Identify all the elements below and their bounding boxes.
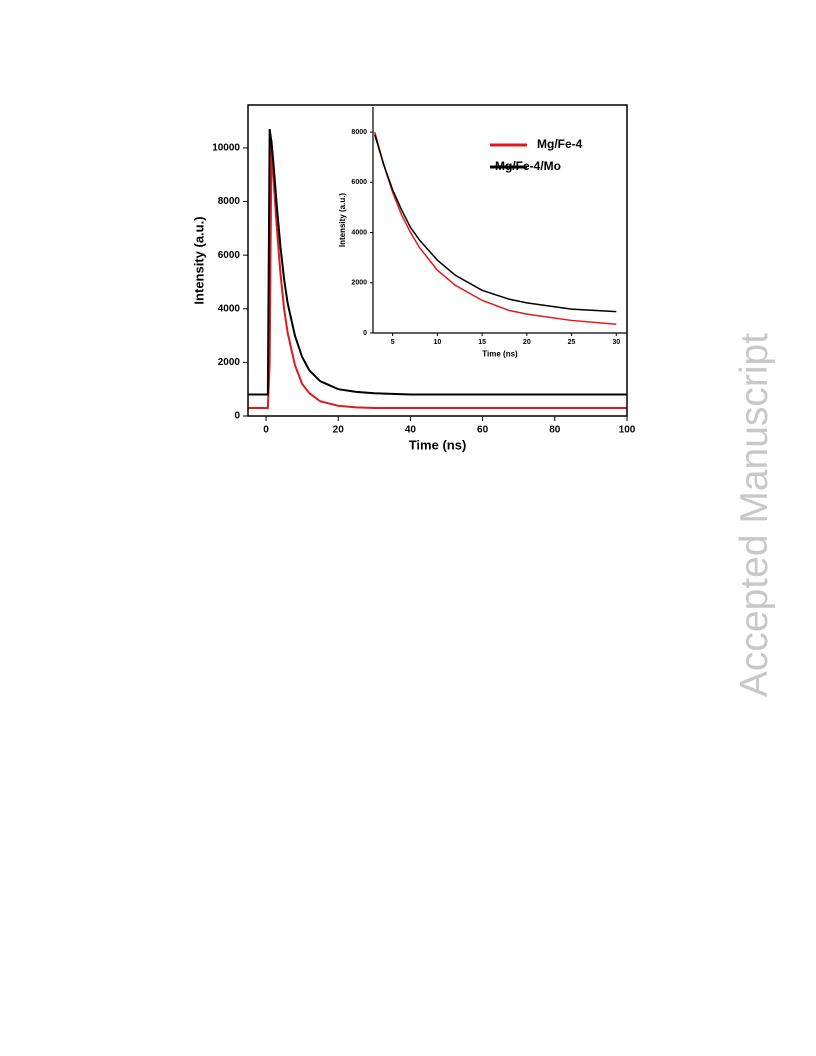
data-line bbox=[374, 134, 617, 313]
x-tick-label: 15 bbox=[478, 339, 486, 346]
y-tick-label: 8000 bbox=[218, 196, 241, 207]
legend-label: Mg/Fe-4/Mo bbox=[495, 159, 561, 173]
x-tick-label: 100 bbox=[619, 424, 636, 435]
x-tick-label: 5 bbox=[391, 339, 395, 346]
x-tick-label: 60 bbox=[477, 424, 489, 435]
data-line bbox=[374, 131, 617, 325]
x-tick-label: 20 bbox=[333, 424, 345, 435]
x-tick-label: 20 bbox=[523, 339, 531, 346]
legend-label: Mg/Fe-4 bbox=[537, 137, 583, 151]
y-tick-label: 6000 bbox=[218, 250, 241, 261]
y-tick-label: 2000 bbox=[351, 280, 367, 287]
data-line bbox=[248, 128, 627, 396]
y-tick-label: 6000 bbox=[351, 179, 367, 186]
x-axis-title: Time (ns) bbox=[482, 350, 518, 359]
y-tick-label: 4000 bbox=[351, 229, 367, 236]
watermark: Accepted Manuscript bbox=[733, 332, 776, 698]
x-tick-label: 10 bbox=[433, 339, 441, 346]
chart: 5 10 15 20 25 30 0 2000 4000 6000 8000 Time (ns) Int… bbox=[338, 107, 627, 359]
x-tick-label: 0 bbox=[263, 424, 269, 435]
x-tick-label: 80 bbox=[549, 424, 561, 435]
data-line bbox=[248, 139, 627, 409]
y-tick-label: 10000 bbox=[212, 143, 240, 154]
x-tick-label: 40 bbox=[405, 424, 417, 435]
y-axis-title: Intensity (a.u.) bbox=[191, 216, 206, 304]
y-tick-label: 0 bbox=[363, 330, 367, 337]
x-tick-label: 25 bbox=[568, 339, 576, 346]
y-tick-label: 8000 bbox=[351, 129, 367, 136]
y-axis-title: Intensity (a.u.) bbox=[338, 193, 347, 248]
y-tick-label: 0 bbox=[234, 411, 240, 422]
x-axis-title: Time (ns) bbox=[409, 438, 467, 453]
x-tick-label: 30 bbox=[612, 339, 620, 346]
y-tick-label: 2000 bbox=[218, 357, 241, 368]
plot-frame bbox=[247, 104, 628, 417]
y-tick-label: 4000 bbox=[218, 303, 241, 314]
